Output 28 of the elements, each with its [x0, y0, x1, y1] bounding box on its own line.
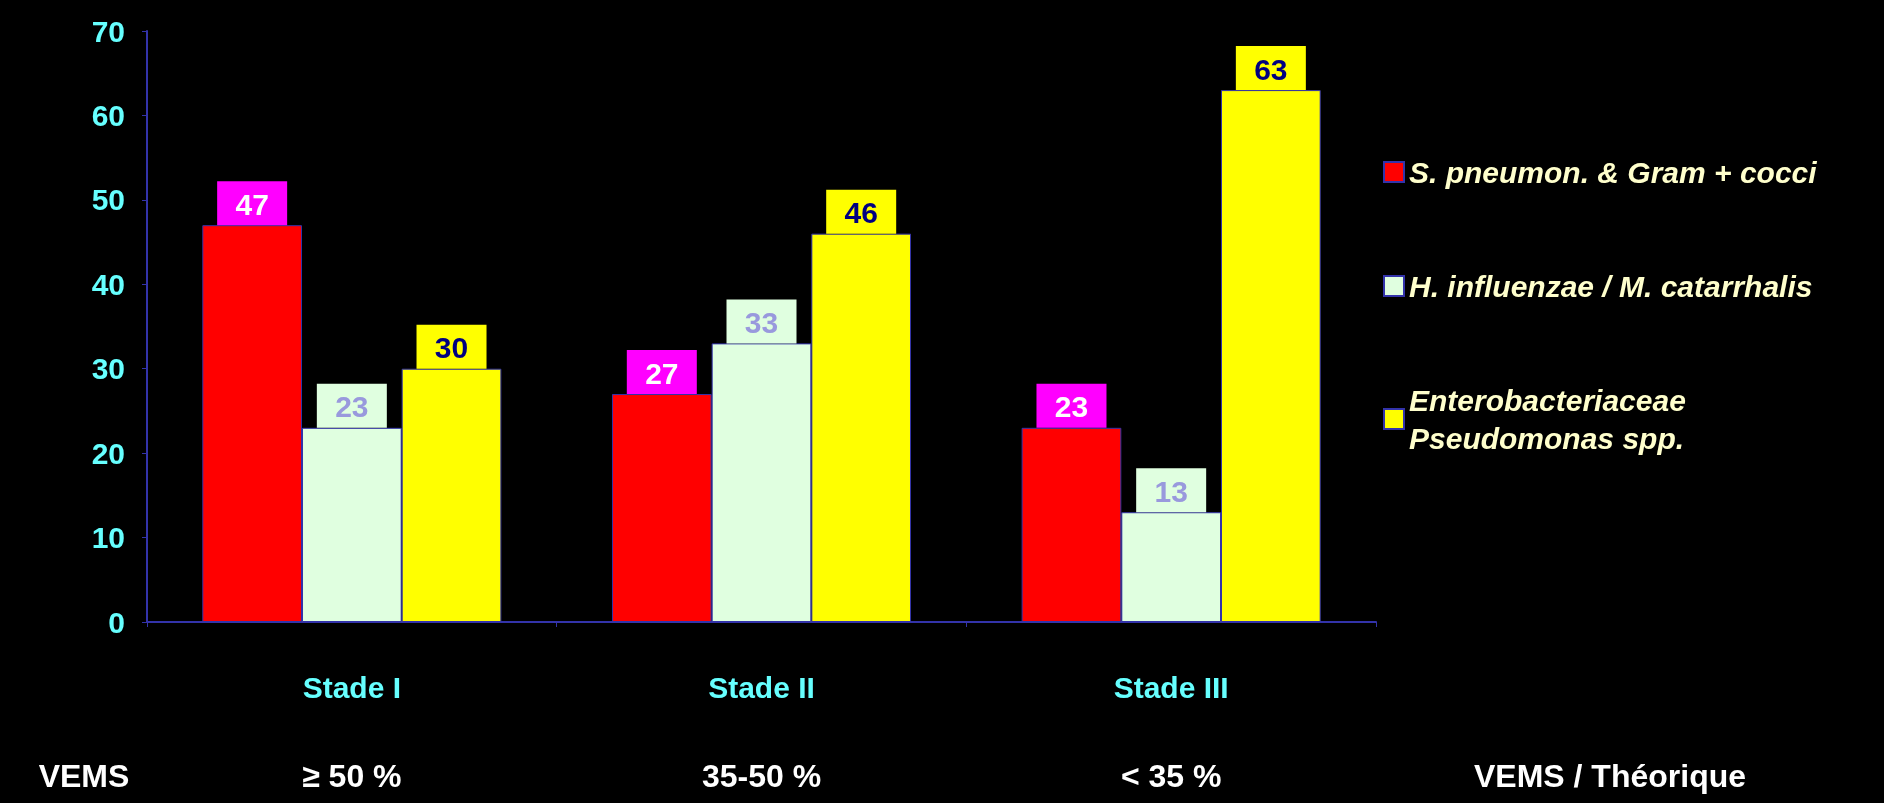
legend-label: Enterobacteriaceae Pseudomonas spp. [1409, 383, 1695, 455]
y-tick-label: 60 [91, 98, 125, 132]
data-label: 63 [1254, 52, 1288, 86]
text: < 35 % [1120, 758, 1222, 794]
data-label: 23 [1054, 390, 1089, 424]
legend-label: S. pneumon. & Gram + cocci [1409, 155, 1818, 189]
data-label: 46 [844, 196, 878, 230]
data-label: 47 [235, 187, 269, 221]
data-label: 13 [1154, 474, 1188, 508]
x-tick-label: Stade III [1113, 670, 1229, 704]
text: VEMS / Théorique [1473, 758, 1747, 794]
y-tick-label: 40 [91, 267, 125, 301]
x-tick-label: Stade II [708, 670, 815, 704]
text: VEMS [38, 758, 130, 794]
y-tick-label: 10 [91, 521, 125, 555]
text: 35-50 % [701, 758, 822, 794]
y-tick-label: 30 [91, 352, 125, 386]
data-label: 23 [335, 390, 369, 424]
text: ≥ 50 % [302, 758, 402, 794]
data-label: 30 [434, 331, 469, 365]
y-tick-label: 20 [91, 436, 125, 470]
data-label: 27 [645, 356, 679, 390]
y-tick-label: 0 [108, 605, 125, 639]
legend-label: H. influenzae / M. catarrhalis [1409, 269, 1813, 303]
data-label: 33 [744, 305, 779, 339]
x-tick-label: Stade I [302, 670, 402, 704]
y-tick-label: 70 [91, 14, 125, 48]
y-tick-label: 50 [91, 183, 125, 217]
